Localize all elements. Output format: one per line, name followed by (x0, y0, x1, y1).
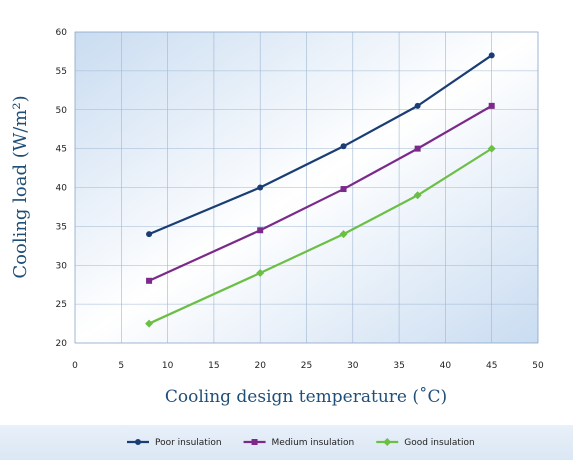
y-tick-label: 50 (56, 106, 68, 116)
data-point-medium-insulation (414, 145, 421, 152)
data-point-good-insulation (487, 144, 496, 153)
data-point-good-insulation (256, 269, 265, 278)
data-point-poor-insulation (146, 231, 153, 238)
data-point-medium-insulation (146, 277, 153, 284)
x-tick-label: 50 (532, 361, 544, 371)
series-good-insulation (145, 144, 496, 328)
series-layer (145, 52, 496, 328)
data-point-poor-insulation (257, 184, 264, 191)
data-point-good-insulation (339, 230, 348, 239)
x-axis-title: Cooling design temperature (˚C) (165, 387, 447, 407)
x-tick-label: 45 (486, 361, 497, 371)
y-tick-label: 60 (56, 28, 68, 38)
y-tick-label: 40 (56, 184, 68, 194)
series-medium-insulation (146, 102, 495, 284)
y-tick-label: 55 (56, 67, 67, 77)
data-point-poor-insulation (340, 143, 347, 150)
data-point-good-insulation (145, 319, 154, 328)
x-tick-label: 20 (254, 361, 266, 371)
x-tick-label: 30 (347, 361, 359, 371)
x-tick-label: 15 (208, 361, 219, 371)
legend-item-medium-insulation: Medium insulation (243, 438, 355, 448)
x-tick-label: 35 (393, 361, 404, 371)
y-tick-label: 35 (56, 222, 67, 232)
x-tick-label: 0 (72, 361, 78, 371)
y-tick-label: 25 (56, 300, 67, 310)
legend-panel (0, 425, 573, 460)
legend-label: Medium insulation (272, 438, 355, 448)
series-poor-insulation (146, 52, 495, 238)
legend-label: Poor insulation (155, 438, 222, 448)
data-point-poor-insulation (488, 52, 495, 59)
y-axis-title: Cooling load (W/m²) (10, 95, 31, 278)
y-tick-label: 45 (56, 145, 67, 155)
x-tick-label: 5 (118, 361, 124, 371)
y-tick-label: 20 (56, 339, 68, 349)
legend-label: Good insulation (404, 438, 474, 448)
data-point-medium-insulation (340, 186, 347, 193)
x-axis-ticks: 0 5 10 15 20 25 30 35 40 45 50 (72, 361, 544, 371)
y-tick-label: 30 (56, 261, 68, 271)
data-point-poor-insulation (414, 102, 421, 109)
legend: Poor insulation Medium insulation Good ins… (127, 438, 475, 448)
legend-item-good-insulation: Good insulation (376, 438, 475, 448)
legend-swatch-marker (251, 439, 258, 445)
grid (75, 32, 538, 343)
legend-swatch-marker (135, 439, 141, 445)
legend-swatch-marker (383, 438, 392, 446)
plot-frame (74, 31, 539, 344)
data-point-medium-insulation (257, 227, 264, 234)
data-point-medium-insulation (488, 102, 495, 109)
x-tick-label: 25 (301, 361, 312, 371)
legend-item-poor-insulation: Poor insulation (127, 438, 222, 448)
x-tick-label: 40 (440, 361, 452, 371)
data-point-good-insulation (413, 191, 422, 200)
y-axis-ticks: 20 25 30 35 40 45 50 55 60 (56, 28, 68, 349)
x-tick-label: 10 (162, 361, 174, 371)
